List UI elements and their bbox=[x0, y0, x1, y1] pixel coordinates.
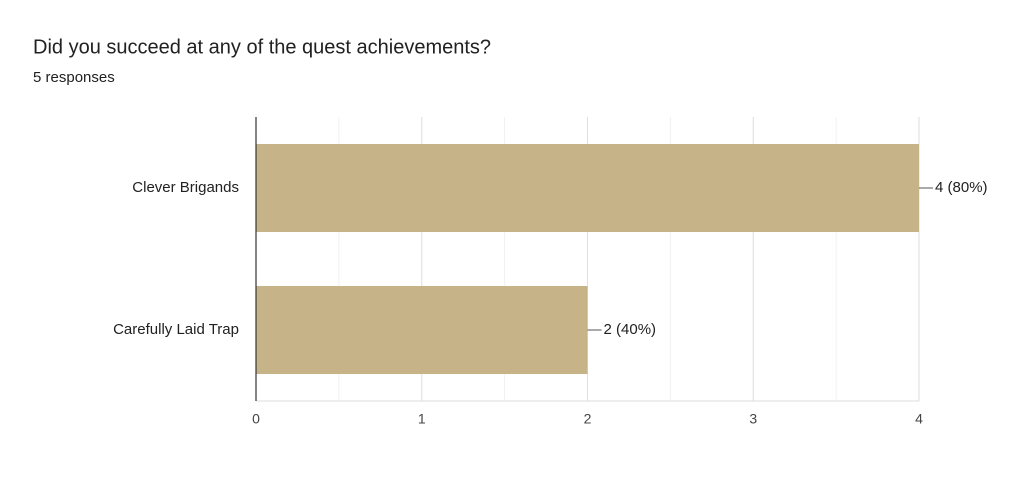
x-tick-label: 1 bbox=[418, 411, 426, 427]
x-tick-label: 4 bbox=[915, 411, 923, 427]
y-tick-label: Carefully Laid Trap bbox=[113, 321, 239, 338]
x-tick-label: 0 bbox=[252, 411, 260, 427]
x-tick-label: 2 bbox=[584, 411, 592, 427]
value-label: 2 (40%) bbox=[604, 321, 657, 338]
chart-subtitle: 5 responses bbox=[33, 69, 115, 86]
chart-title: Did you succeed at any of the quest achi… bbox=[33, 36, 491, 58]
x-tick-label: 3 bbox=[749, 411, 757, 427]
bar bbox=[256, 285, 588, 375]
value-label: 4 (80%) bbox=[935, 179, 988, 196]
y-tick-label: Clever Brigands bbox=[132, 179, 239, 196]
bar bbox=[256, 143, 919, 233]
